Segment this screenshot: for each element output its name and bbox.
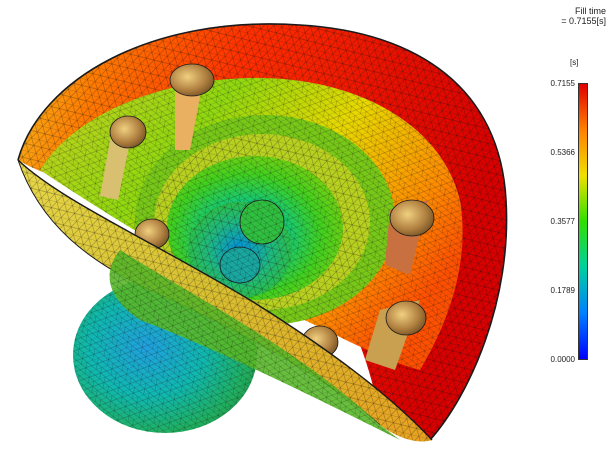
tick-label-4: 0.1789: [550, 286, 575, 295]
tick-label-max: 0.7155: [550, 79, 575, 88]
tick-label-2: 0.5366: [550, 148, 575, 157]
side-wall: [109, 250, 400, 440]
bosses: [100, 63, 435, 370]
mesh-viewport[interactable]: [0, 0, 530, 451]
center-hub: [188, 199, 292, 298]
fill-time-title: Fill time = 0.7155[s]: [526, 6, 606, 26]
fill-time-label: Fill time: [575, 6, 606, 16]
color-scale-bar: [578, 83, 588, 360]
fill-time-value: = 0.7155[s]: [561, 16, 606, 26]
tick-label-min: 0.0000: [550, 355, 575, 364]
tick-label-3: 0.3577: [550, 217, 575, 226]
legend-units: [s]: [570, 58, 579, 67]
